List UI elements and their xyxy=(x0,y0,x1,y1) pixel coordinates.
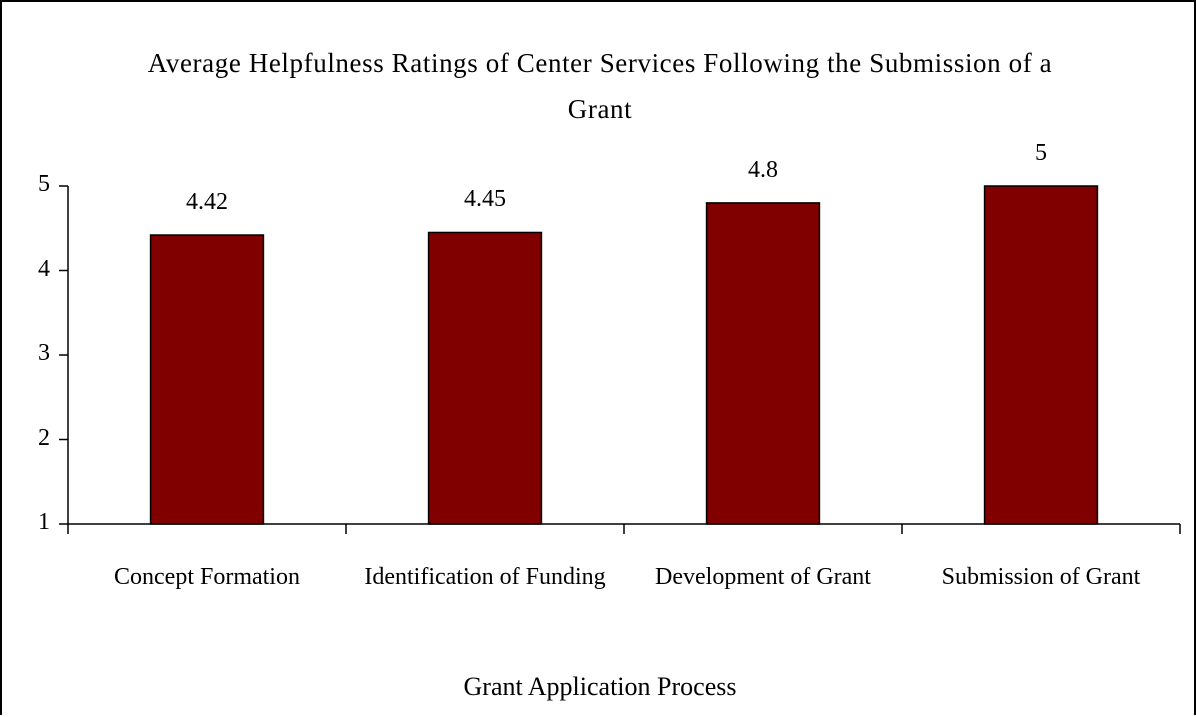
x-axis-label: Grant Application Process xyxy=(463,672,737,701)
bar xyxy=(983,185,1099,525)
data-label: 4.42 xyxy=(186,189,228,215)
y-tick-label: 4 xyxy=(38,255,50,282)
x-tick-label: Submission of Grant xyxy=(941,564,1141,590)
x-tick-label: Concept Formation xyxy=(114,564,300,590)
chart-title: Average Helpfulness Ratings of Center Se… xyxy=(147,48,1053,124)
y-tick-label: 1 xyxy=(38,509,50,535)
bar xyxy=(149,234,265,525)
bar xyxy=(427,231,543,525)
x-tick-label: Identification of Funding xyxy=(364,564,606,590)
bar xyxy=(705,202,821,525)
data-label: 4.8 xyxy=(748,156,778,183)
y-tick-label: 3 xyxy=(38,340,50,366)
y-tick-label: 5 xyxy=(38,171,50,197)
data-label: 5 xyxy=(1035,140,1047,166)
x-tick-label: Development of Grant xyxy=(655,564,871,590)
data-label: 4.45 xyxy=(464,186,506,213)
y-tick-label: 2 xyxy=(38,424,50,451)
